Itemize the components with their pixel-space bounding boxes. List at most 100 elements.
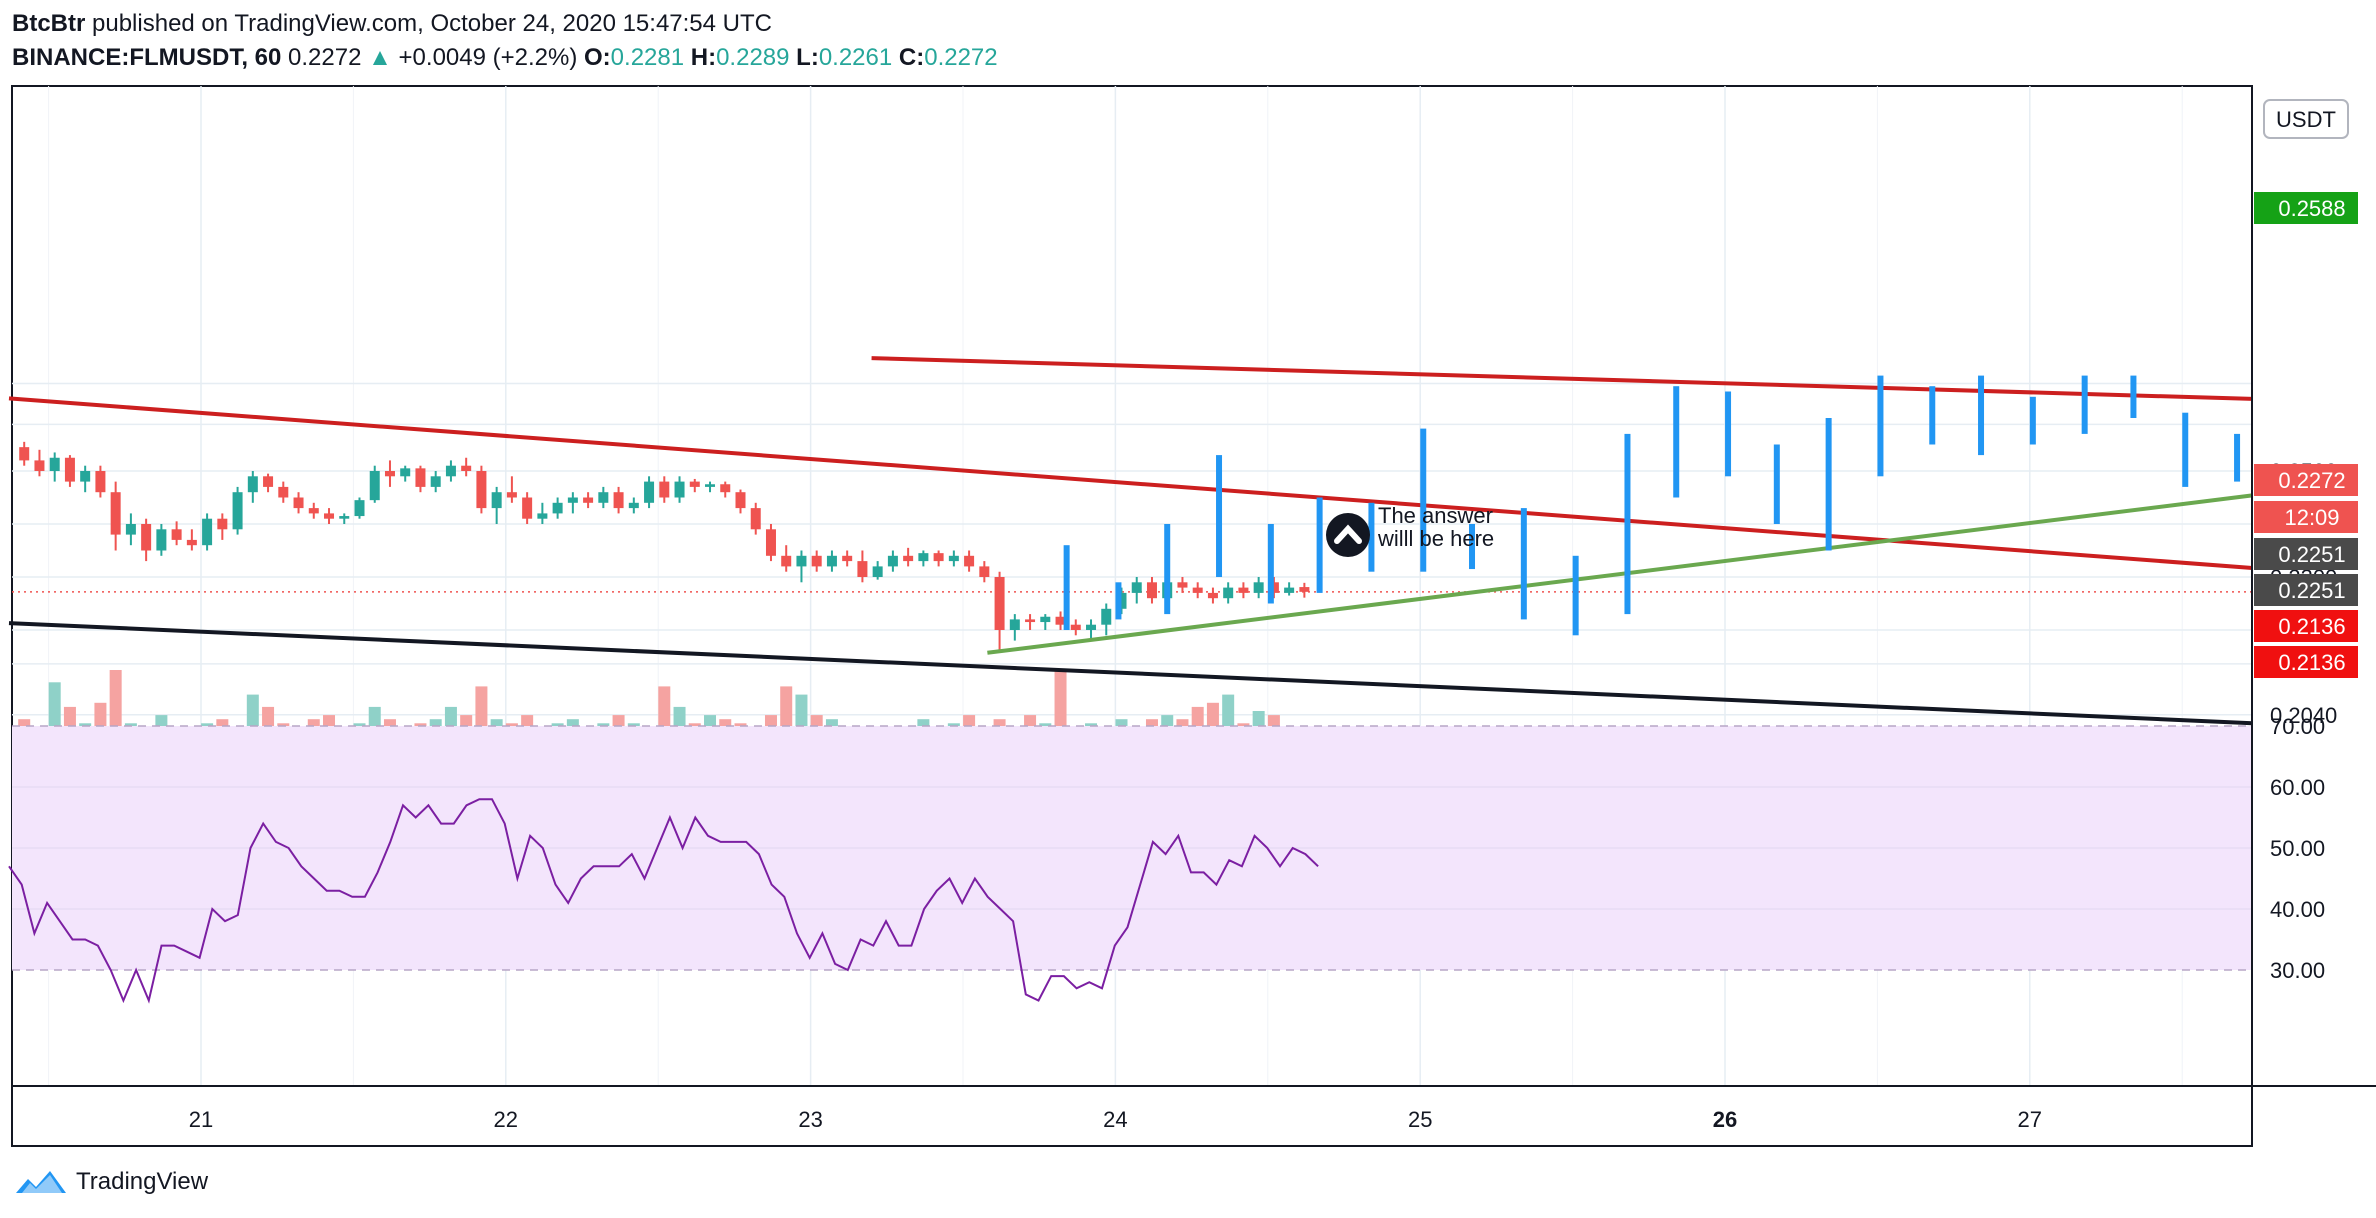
price-badge[interactable]: 0.2251 — [2254, 574, 2358, 606]
candle-body — [34, 460, 45, 471]
candle-body — [202, 518, 213, 546]
open-label: O: — [584, 44, 611, 71]
price-badge-bg — [2254, 501, 2358, 533]
rsi-axis-tick-label: 50.00 — [2270, 836, 2325, 861]
x-axis-tick-label: 24 — [1103, 1107, 1127, 1132]
chevron-up-circle-icon[interactable] — [1326, 513, 1370, 557]
projection-bar — [1164, 524, 1171, 615]
candle-body — [384, 471, 395, 477]
candle-body — [491, 492, 502, 509]
close-value: 0.2272 — [924, 44, 998, 71]
candles — [19, 441, 1310, 652]
last-price: 0.2272 — [288, 44, 362, 71]
candle-body — [141, 524, 152, 551]
candle-body — [49, 457, 60, 471]
price-badge-text: 0.2251 — [2278, 542, 2345, 567]
candle-body — [887, 555, 898, 567]
candle-body — [613, 492, 624, 509]
candle-body — [948, 555, 959, 562]
candle-body — [354, 500, 365, 517]
trend-line-lower-support[interactable] — [8, 621, 2253, 726]
projection-bar — [2081, 375, 2088, 434]
projection-bar — [1673, 386, 1680, 498]
candle-body — [1299, 587, 1310, 592]
candle-body — [552, 502, 563, 514]
candle-body — [445, 465, 456, 477]
projection-bar — [2234, 433, 2241, 482]
candle-body — [826, 555, 837, 567]
candle-body — [1238, 587, 1249, 593]
candle-body — [1025, 619, 1036, 623]
projection-bar — [1520, 508, 1527, 620]
price-badge[interactable]: 0.2588 — [2254, 192, 2358, 224]
candle-body — [64, 457, 75, 482]
candle-body — [583, 497, 594, 503]
projection-bar — [2130, 375, 2137, 418]
trend-line-rising-support[interactable] — [987, 493, 2253, 655]
price-axis-tick-label: 0.2040 — [2270, 703, 2337, 728]
candle-body — [293, 497, 304, 509]
price-badge-bg — [2254, 464, 2358, 496]
x-axis-tick-label: 25 — [1408, 1107, 1432, 1132]
projection-bar — [1216, 455, 1223, 577]
candle-body — [369, 471, 380, 501]
x-axis-tick-label: 23 — [798, 1107, 822, 1132]
candle-body — [80, 471, 91, 482]
projection-bar — [1624, 433, 1631, 615]
candle-body — [171, 529, 182, 540]
projection-bar — [2182, 412, 2189, 487]
candle-body — [1070, 624, 1081, 630]
symbol-label[interactable]: BINANCE:FLMUSDT, 60 — [12, 44, 282, 71]
candle-body — [689, 481, 700, 487]
candle-body — [247, 476, 258, 493]
price-badge[interactable]: 0.2136 — [2254, 646, 2358, 678]
price-badge[interactable]: 0.2136 — [2254, 610, 2358, 642]
candle-body — [705, 484, 716, 487]
rsi-line[interactable] — [8, 798, 1319, 1004]
candle-body — [110, 492, 121, 535]
projection-bar — [1877, 375, 1884, 477]
trend-line-mid-resistance[interactable] — [8, 396, 2253, 570]
projection-bar — [1469, 524, 1476, 570]
candle-body — [857, 561, 868, 577]
price-badge[interactable]: 0.2272 — [2254, 464, 2358, 496]
candle-body — [263, 476, 274, 487]
candle-body — [461, 465, 472, 471]
trend-line-upper-resistance[interactable] — [871, 356, 2253, 401]
x-axis-tick-label: 21 — [189, 1107, 213, 1132]
projection-bar — [1115, 582, 1122, 620]
price-badge-bg — [2254, 574, 2358, 606]
published-text: published on TradingView.com, October 24… — [92, 10, 772, 37]
candle-body — [1101, 608, 1112, 625]
candle-body — [735, 492, 746, 509]
x-axis-tick-label: 22 — [494, 1107, 518, 1132]
rsi-axis-tick-label: 40.00 — [2270, 897, 2325, 922]
candle-body — [1268, 582, 1279, 593]
candle-body — [1177, 582, 1188, 588]
candle-body — [232, 492, 243, 530]
currency-label-box[interactable] — [2263, 99, 2349, 139]
candle-body — [522, 497, 533, 519]
candle-body — [781, 555, 792, 567]
price-badge[interactable]: 12:09 — [2254, 501, 2358, 533]
candle-body — [186, 539, 197, 546]
high-value: 0.2289 — [716, 44, 790, 71]
candle-body — [1207, 592, 1218, 599]
footer-brand[interactable]: TradingView — [14, 1164, 208, 1200]
candle-body — [918, 553, 929, 562]
x-axis-tick-label: 26 — [1713, 1107, 1737, 1132]
candle-body — [750, 508, 761, 530]
price-badge[interactable]: 0.2251 — [2254, 538, 2358, 570]
annotation-line-1: The answer — [1378, 503, 1493, 528]
open-value: 0.2281 — [610, 44, 685, 71]
candle-body — [674, 481, 685, 498]
candle-body — [1040, 616, 1051, 623]
publisher-name[interactable]: BtcBtr — [12, 10, 86, 37]
candle-body — [1223, 587, 1234, 599]
candle-body — [964, 555, 975, 567]
projection-bars — [1063, 375, 2241, 636]
annotation-line-2: willl be here — [1377, 526, 1494, 551]
projection-bar — [1063, 545, 1070, 630]
projection-bar — [1773, 444, 1780, 524]
